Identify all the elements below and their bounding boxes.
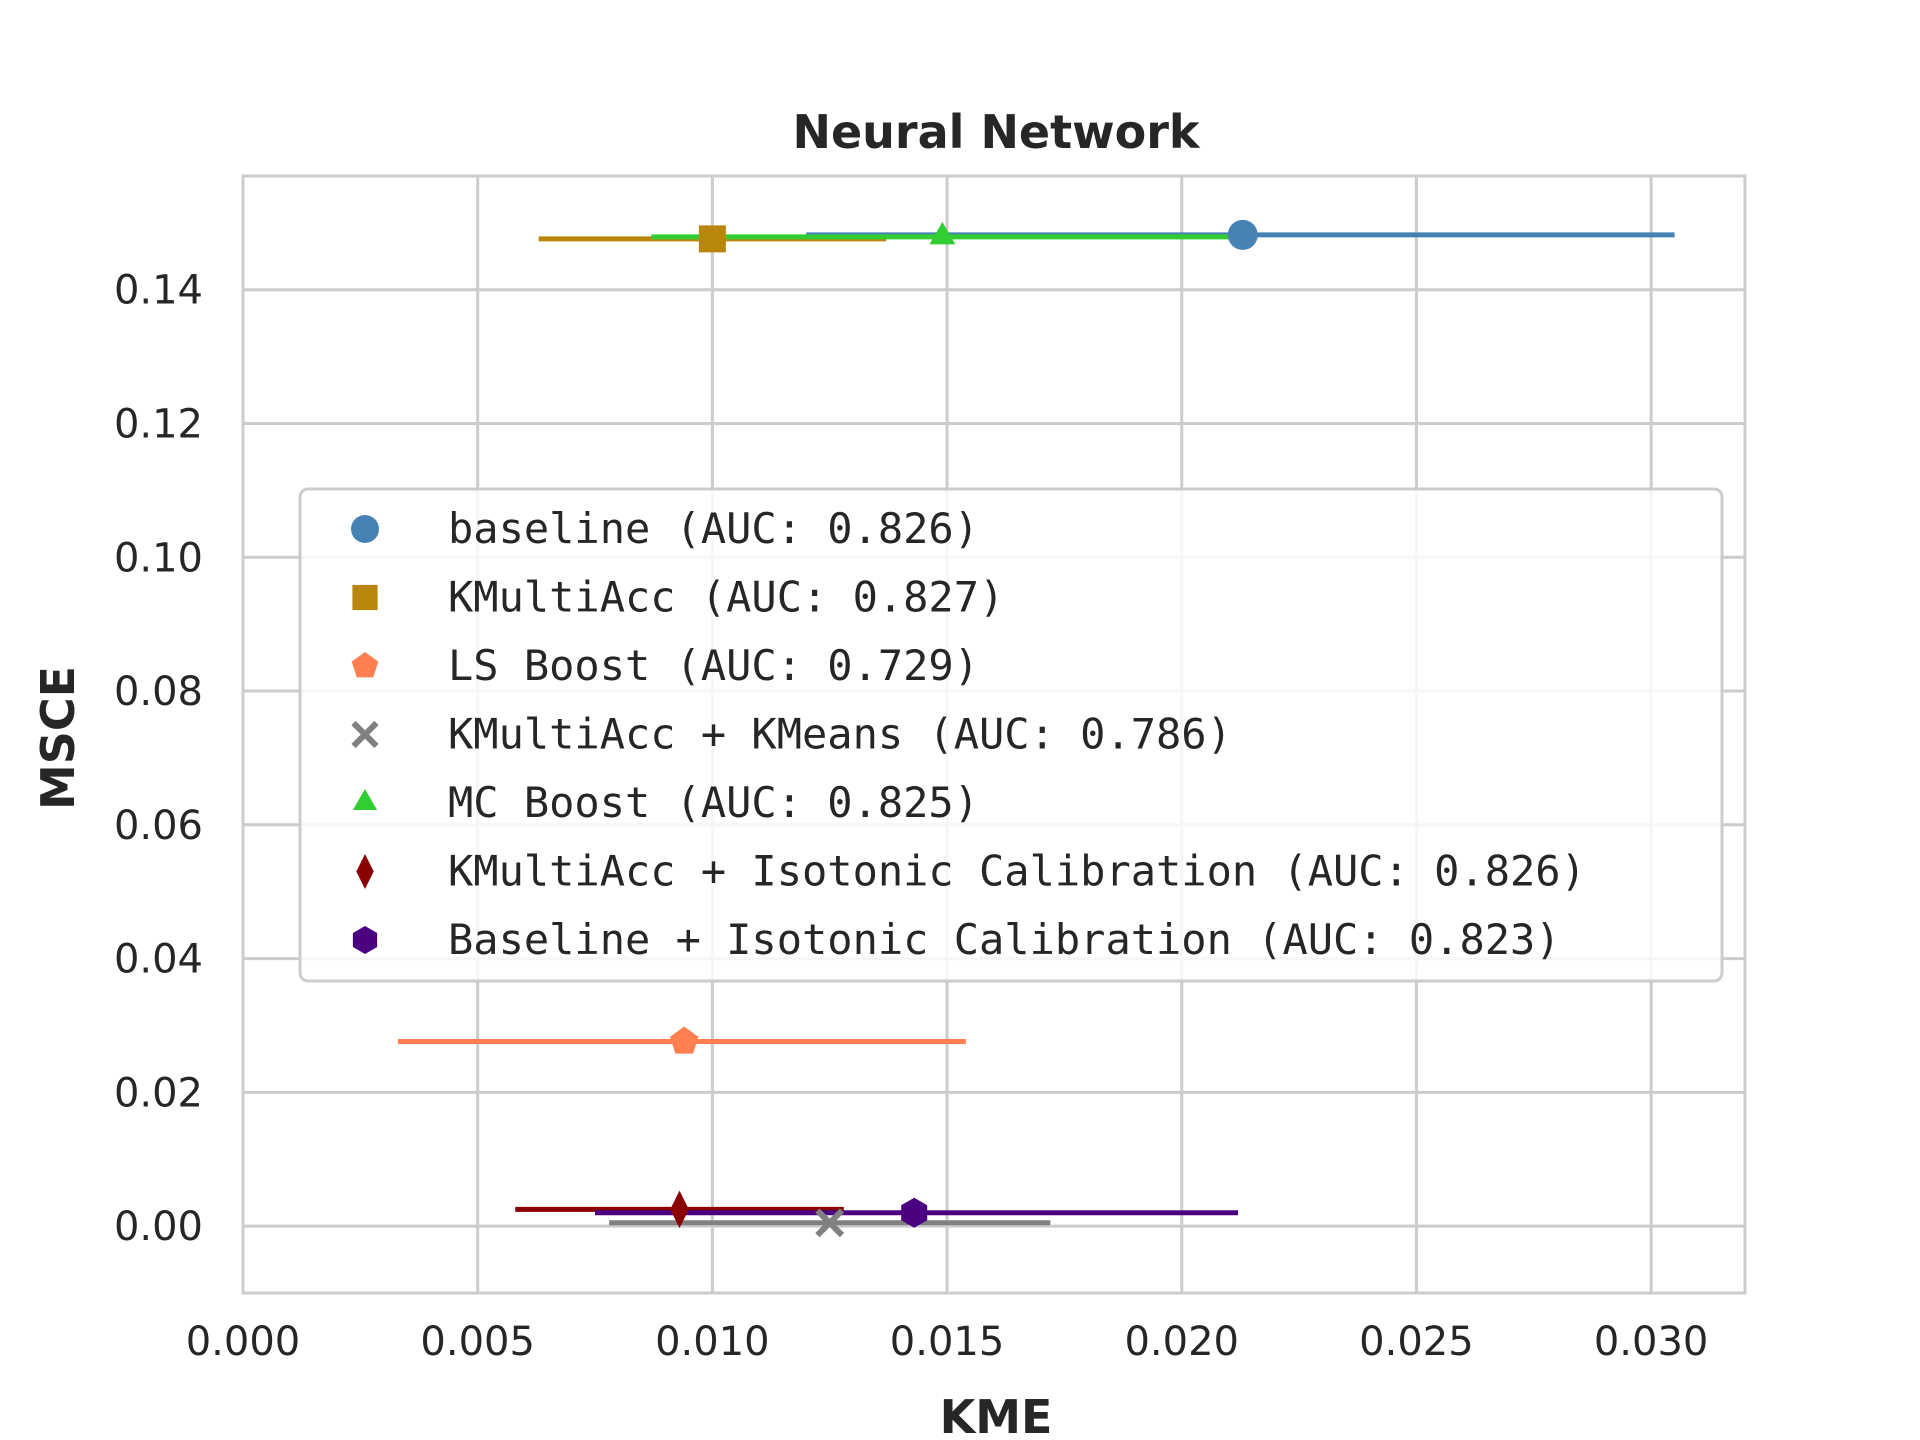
y-axis-title: MSCE [31, 666, 85, 810]
data-point [929, 221, 956, 245]
legend-label: LS Boost (AUC: 0.729) [448, 641, 979, 690]
data-markers [669, 219, 1258, 1238]
y-tick-label: 0.02 [114, 1070, 203, 1116]
y-tick-label: 0.14 [114, 268, 203, 314]
legend-box [298, 487, 1724, 983]
x-tick-label: 0.010 [655, 1319, 770, 1365]
legend-marker [352, 584, 378, 611]
x-tick-label: 0.025 [1359, 1319, 1474, 1365]
legend: baseline (AUC: 0.826) KMultiAcc (AUC: 0.8… [298, 487, 1724, 983]
legend-label: Baseline + Isotonic Calibration (AUC: 0.… [448, 915, 1561, 964]
data-point [670, 1190, 689, 1229]
legend-marker-stroke [351, 720, 379, 749]
x-tick-label: 0.015 [890, 1319, 1005, 1365]
data-point [1227, 219, 1258, 250]
data-point-stroke [815, 1208, 845, 1238]
y-tick-labels: 0.00 0.02 0.04 0.06 0.08 0.10 0.12 0.14 [114, 268, 203, 1250]
legend-label: MC Boost (AUC: 0.825) [448, 778, 979, 827]
legend-marker [352, 789, 378, 810]
y-tick-label: 0.00 [114, 1204, 203, 1250]
x-axis-title: KME [940, 1390, 1053, 1440]
legend-label: baseline (AUC: 0.826) [448, 504, 979, 553]
legend-marker [351, 652, 379, 678]
plot-frame [241, 174, 1747, 1295]
legend-label: KMultiAcc + KMeans (AUC: 0.786) [448, 710, 1232, 759]
data-point [901, 1197, 928, 1228]
legend-marker [352, 926, 378, 954]
legend-label: KMultiAcc (AUC: 0.827) [448, 573, 1004, 622]
data-point [698, 225, 726, 253]
chart-title: Neural Network [792, 105, 1200, 159]
y-tick-label: 0.04 [114, 937, 203, 983]
x-tick-label: 0.000 [186, 1319, 301, 1365]
legend-marker [356, 854, 374, 889]
y-tick-label: 0.08 [114, 669, 203, 715]
y-tick-label: 0.06 [114, 803, 203, 849]
y-tick-label: 0.10 [114, 535, 203, 581]
legend-marker [351, 515, 379, 543]
x-tick-label: 0.030 [1594, 1319, 1709, 1365]
x-tick-label: 0.020 [1124, 1319, 1239, 1365]
x-tick-label: 0.005 [420, 1319, 535, 1365]
x-tick-labels: 0.000 0.005 0.010 0.015 0.020 0.025 0.030 [186, 1319, 1709, 1365]
legend-label: KMultiAcc + Isotonic Calibration (AUC: 0… [448, 847, 1586, 896]
legend-items: baseline (AUC: 0.826) KMultiAcc (AUC: 0.8… [351, 504, 1586, 964]
y-tick-label: 0.12 [114, 401, 203, 447]
data-point [815, 1208, 845, 1238]
legend-marker [351, 720, 379, 749]
data-point [669, 1026, 699, 1054]
